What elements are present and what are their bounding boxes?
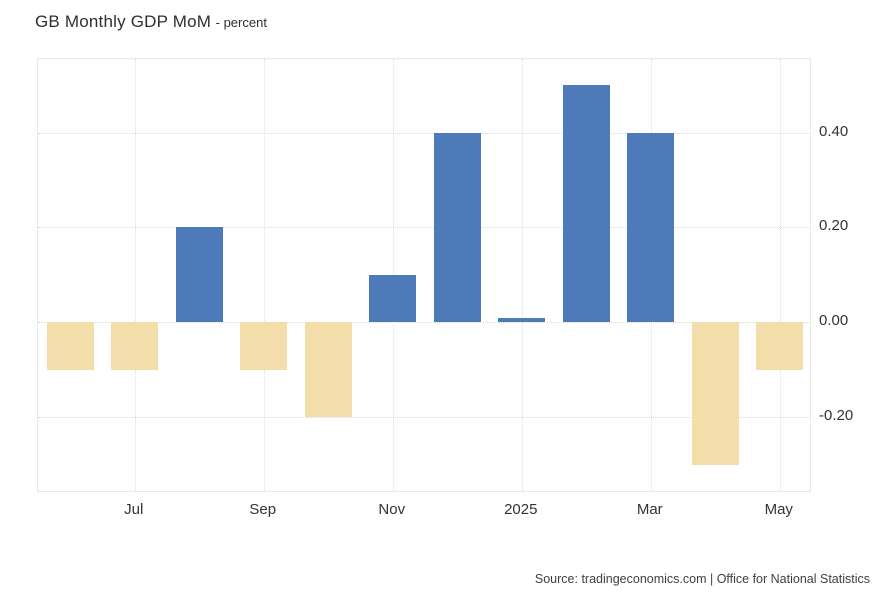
bar-apr-2025[interactable] — [691, 322, 739, 465]
bar-aug-2024[interactable] — [175, 227, 223, 323]
gridline-x-Sep — [263, 59, 265, 491]
bar-may-2025[interactable] — [756, 322, 804, 370]
bar-nov-2024[interactable] — [369, 274, 417, 323]
chart-title: GB Monthly GDP MoM — [35, 12, 212, 31]
x-axis-label-Jul: Jul — [124, 501, 144, 518]
bar-jul-2024[interactable] — [111, 322, 159, 370]
y-axis-label--0.20: -0.20 — [819, 407, 854, 425]
gridline-x-May — [779, 59, 781, 491]
source-attribution: Source: tradingeconomics.com | Office fo… — [534, 572, 870, 586]
gridline-y-0.00 — [38, 322, 810, 324]
bar-dec-2024[interactable] — [433, 132, 481, 323]
x-axis-label-May: May — [764, 501, 793, 518]
y-axis-label-0.00: 0.00 — [819, 312, 849, 330]
bar-mar-2025[interactable] — [627, 132, 675, 323]
y-axis-label-0.40: 0.40 — [819, 122, 849, 140]
chart-subtitle: - percent — [215, 15, 267, 30]
bar-jan-2025[interactable] — [498, 317, 546, 323]
chart-header: GB Monthly GDP MoM - percent — [35, 12, 267, 32]
x-axis-label-2025: 2025 — [504, 501, 538, 518]
gridline-y--0.20 — [38, 417, 810, 419]
gridline-y-0.20 — [38, 227, 810, 229]
bar-feb-2025[interactable] — [562, 85, 610, 323]
gridline-x-Jul — [134, 59, 136, 491]
gridline-x-2025 — [521, 59, 523, 491]
bar-sep-2024[interactable] — [240, 322, 288, 370]
x-axis-label-Nov: Nov — [378, 501, 406, 518]
x-axis-label-Sep: Sep — [249, 501, 277, 518]
x-axis-label-Mar: Mar — [636, 501, 663, 518]
plot-area — [37, 58, 811, 492]
bar-jun-2024[interactable] — [46, 322, 94, 370]
gridline-y-0.40 — [38, 132, 810, 134]
bar-oct-2024[interactable] — [304, 322, 352, 418]
y-axis-label-0.20: 0.20 — [819, 217, 849, 235]
